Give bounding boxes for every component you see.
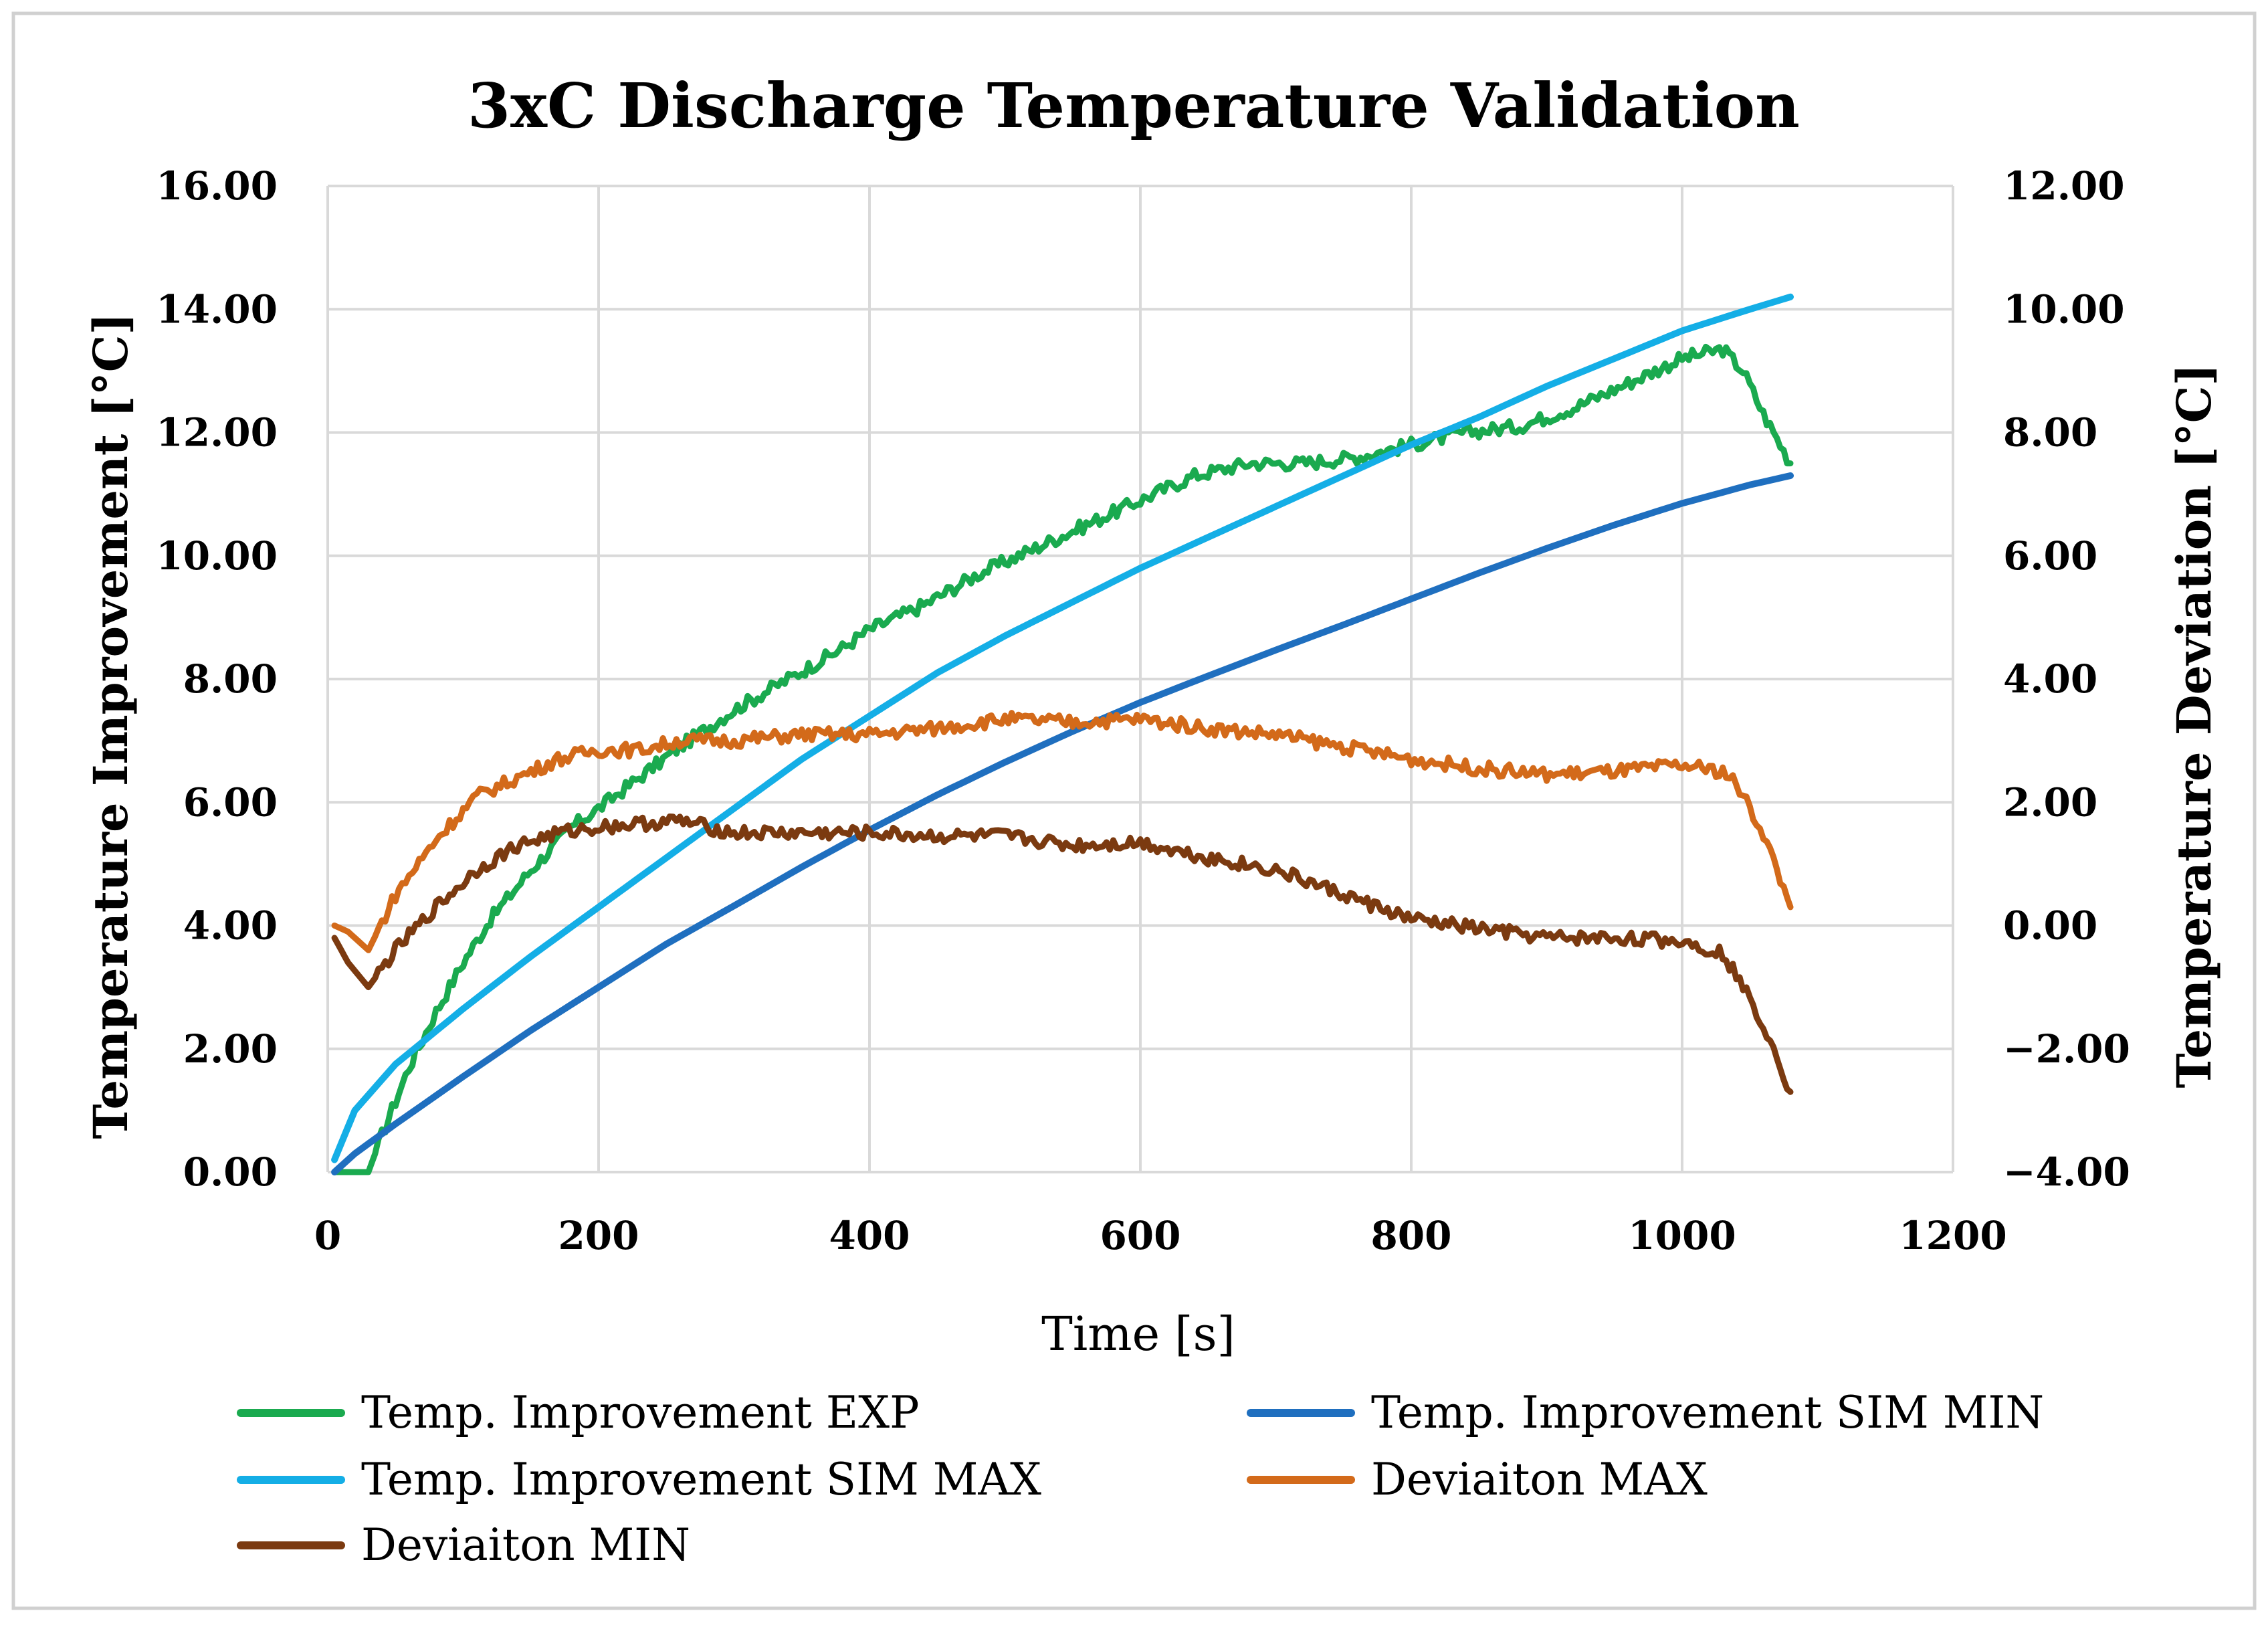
y-axis-title: Temperature Improvement [°C]	[83, 312, 138, 1139]
y2-tick-label: 0.00	[2003, 903, 2097, 949]
y2-tick-label: −2.00	[2003, 1026, 2130, 1072]
legend-item: Temp. Improvement SIM MAX	[237, 1454, 1041, 1505]
legend: Temp. Improvement EXP Temp. Improvement S…	[237, 1387, 2044, 1571]
y2-tick-label: 10.00	[2003, 286, 2125, 332]
legend-item: Deviaiton MAX	[1247, 1454, 1708, 1505]
y-tick-label: 2.00	[183, 1026, 278, 1072]
legend-label: Temp. Improvement SIM MIN	[1371, 1387, 2044, 1438]
legend-item: Temp. Improvement EXP	[237, 1387, 920, 1438]
y-tick-label: 0.00	[183, 1149, 278, 1195]
x-tick-label: 0	[314, 1213, 341, 1258]
series-line-temp-improvement-sim-max	[331, 293, 1794, 1163]
legend-label: Temp. Improvement SIM MAX	[361, 1454, 1041, 1505]
y2-tick-label: 12.00	[2003, 163, 2125, 209]
series-line-deviaiton-max	[331, 710, 1794, 953]
x-tick-label: 1000	[1628, 1213, 1736, 1258]
y2-tick-label: 8.00	[2003, 410, 2097, 456]
x-tick-label: 200	[558, 1213, 639, 1258]
series-line-temp-improvement-exp	[331, 343, 1794, 1175]
y-tick-label: 4.00	[183, 903, 278, 949]
x-tick-label: 800	[1370, 1213, 1451, 1258]
chart-title: 3xC Discharge Temperature Validation	[468, 70, 1800, 142]
legend-item: Temp. Improvement SIM MIN	[1247, 1387, 2044, 1438]
axes-layer: 0 200 400 600 800 1000 1200 0.00 2.00 4.00 6.00 8.0…	[156, 163, 2130, 1258]
y-tick-label: 14.00	[156, 286, 278, 332]
y-tick-label: 8.00	[183, 656, 278, 702]
chart-border	[11, 11, 2257, 1610]
legend-label: Temp. Improvement EXP	[361, 1387, 920, 1438]
x-tick-label: 400	[829, 1213, 910, 1258]
y2-tick-label: 6.00	[2003, 533, 2097, 579]
series-line-temp-improvement-sim-min	[331, 472, 1794, 1175]
x-axis-title: Time [s]	[1041, 1307, 1235, 1361]
y-tick-label: 10.00	[156, 533, 278, 579]
legend-label: Deviaiton MIN	[361, 1519, 690, 1571]
legend-label: Deviaiton MAX	[1371, 1454, 1708, 1505]
series-line-deviaiton-min	[331, 814, 1794, 1095]
y-tick-label: 6.00	[183, 779, 278, 825]
y2-tick-label: −4.00	[2003, 1149, 2130, 1195]
y-tick-label: 16.00	[156, 163, 278, 209]
y2-tick-label: 4.00	[2003, 656, 2097, 702]
y2-tick-label: 2.00	[2003, 779, 2097, 825]
y2-axis-title: Temperature Deviation [°C]	[2166, 363, 2222, 1088]
x-tick-label: 1200	[1899, 1213, 2006, 1258]
legend-item: Deviaiton MIN	[237, 1519, 690, 1571]
grid-layer	[326, 185, 1954, 1173]
series-layer	[331, 293, 1794, 1175]
y-tick-label: 12.00	[156, 410, 278, 456]
x-tick-label: 600	[1100, 1213, 1180, 1258]
